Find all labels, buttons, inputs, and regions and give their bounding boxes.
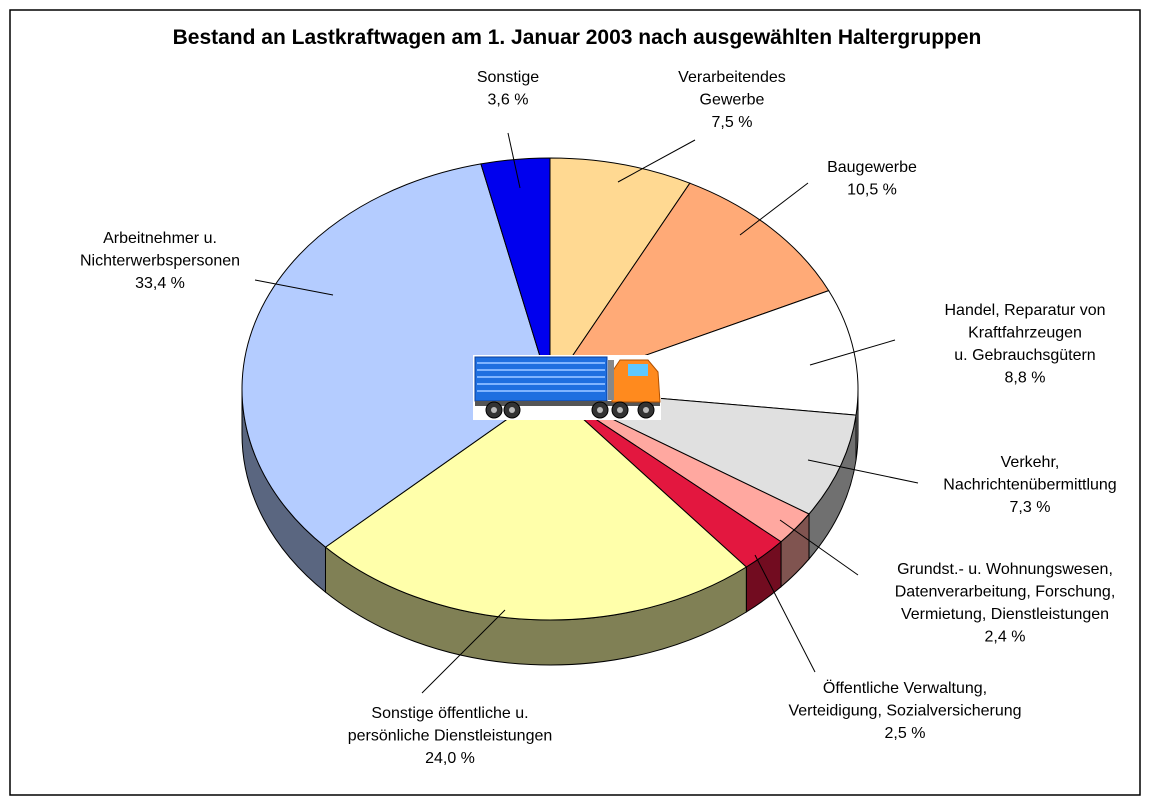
leader-line xyxy=(807,459,919,484)
slice-label: Sonstige xyxy=(477,69,539,86)
slice-label: Verkehr, xyxy=(1001,454,1060,471)
chart-title: Bestand an Lastkraftwagen am 1. Januar 2… xyxy=(173,26,982,49)
slice-label: Grundst.- u. Wohnungswesen, xyxy=(897,561,1113,578)
leader-line xyxy=(617,139,696,183)
leader-line xyxy=(779,519,859,576)
slice xyxy=(548,182,830,390)
value-label: 8,8 % xyxy=(1005,370,1046,387)
value-label: 7,5 % xyxy=(712,114,753,131)
slice xyxy=(241,163,551,548)
slice xyxy=(480,157,551,390)
truck-icon xyxy=(473,355,661,420)
slice xyxy=(549,157,691,391)
slice-label: Sonstige öffentliche u. xyxy=(371,705,528,722)
slice xyxy=(324,388,748,621)
slice-label: Baugewerbe xyxy=(827,159,917,176)
slice-label: Nichterwerbspersonen xyxy=(80,253,240,270)
leader-line xyxy=(809,339,896,366)
slice-label: Handel, Reparatur von xyxy=(945,302,1106,319)
value-label: 33,4 % xyxy=(135,275,185,292)
value-label: 2,5 % xyxy=(885,725,926,742)
leader-line xyxy=(421,609,506,694)
slice-label: Verteidigung, Sozialversicherung xyxy=(788,703,1021,720)
value-label: 10,5 % xyxy=(847,182,897,199)
labels: Verarbeitendes Gewerbe 7,5 % Baugewerbe 10,5… xyxy=(80,69,1117,767)
slice-label: persönliche Dienstleistungen xyxy=(348,728,553,745)
value-label: 7,3 % xyxy=(1010,499,1051,516)
leader-line xyxy=(754,554,816,673)
slice-label: Öffentliche Verwaltung, xyxy=(823,679,987,697)
pie xyxy=(241,157,859,666)
slice-label: Verarbeitendes xyxy=(678,69,786,86)
value-label: 24,0 % xyxy=(425,750,475,767)
slice-label: Arbeitnehmer u. xyxy=(103,230,217,247)
slice-label: Nachrichtenübermittlung xyxy=(943,477,1116,494)
value-label: 3,6 % xyxy=(488,92,529,109)
slice-label: Gewerbe xyxy=(700,92,765,109)
slice-label: Kraftfahrzeugen xyxy=(968,325,1082,342)
slice-label: u. Gebrauchsgütern xyxy=(954,347,1095,364)
leader-line xyxy=(739,182,809,236)
leader-line xyxy=(507,132,521,189)
slice-label: Datenverarbeitung, Forschung, xyxy=(895,584,1116,601)
slice-label: Vermietung, Dienstleistungen xyxy=(901,606,1109,623)
value-label: 2,4 % xyxy=(985,629,1026,646)
leader-line xyxy=(254,279,334,296)
